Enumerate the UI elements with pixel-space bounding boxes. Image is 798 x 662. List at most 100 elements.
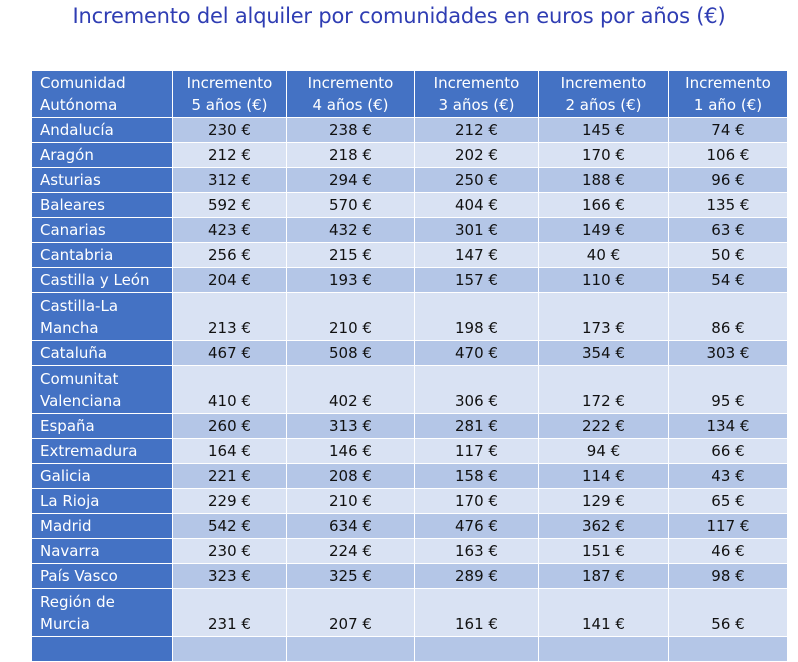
table-cell: 313 € [286,413,415,439]
table-row: Castilla-La Mancha 213 €210 €198 €173 €86… [31,292,788,341]
table-cell: 570 € [286,192,415,218]
header-text: Autónoma [40,96,118,114]
row-label: Región de Murcia [31,588,173,637]
table-cell: 210 € [286,488,415,514]
table-cell: 172 € [538,365,669,414]
table-cell: 46 € [668,538,788,564]
table-cell: 592 € [172,192,287,218]
header-text: Incremento [433,74,520,92]
table-cell: 210 € [286,292,415,341]
table-cell: 542 € [172,513,287,539]
column-header-incremento-3: Incremento 3 años (€) [414,70,539,118]
table-row: Navarra 230 €224 €163 €151 €46 € [31,538,788,564]
table-cell: 281 € [414,413,539,439]
table-cell: 260 € [172,413,287,439]
table-cell: 230 € [172,538,287,564]
header-text: Incremento [560,74,647,92]
table-cell: 161 € [414,588,539,637]
table-cell: 432 € [286,217,415,243]
table-row: Madrid 542 €634 €476 €362 €117 € [31,513,788,539]
table-cell [286,636,415,662]
table-cell: 238 € [286,117,415,143]
table-row: Baleares 592 €570 €404 €166 €135 € [31,192,788,218]
table-row: Cataluña 467 €508 €470 €354 €303 € [31,340,788,366]
table-cell: 86 € [668,292,788,341]
table-row: Extremadura 164 €146 €117 €94 €66 € [31,438,788,464]
column-header-incremento-2: Incremento 4 años (€) [286,70,415,118]
table-cell: 306 € [414,365,539,414]
table-cell: 224 € [286,538,415,564]
table-cell: 208 € [286,463,415,489]
table-row: La Rioja 229 €210 €170 €129 €65 € [31,488,788,514]
table-cell: 289 € [414,563,539,589]
table-cell: 410 € [172,365,287,414]
header-text: 3 años (€) [438,96,515,114]
table-cell: 294 € [286,167,415,193]
table-cell: 147 € [414,242,539,268]
row-label: España [31,413,173,439]
table-row: Galicia 221 €208 €158 €114 €43 € [31,463,788,489]
table-cell: 164 € [172,438,287,464]
table-cell [172,636,287,662]
table-row [31,636,788,662]
table-cell: 467 € [172,340,287,366]
header-text: Comunidad [40,74,126,92]
header-text: Incremento [186,74,273,92]
table-cell: 634 € [286,513,415,539]
row-label: Castilla y León [31,267,173,293]
table-row: Aragón 212 €218 €202 €170 €106 € [31,142,788,168]
header-text: 1 año (€) [693,96,763,114]
table-cell: 146 € [286,438,415,464]
header-text: 4 años (€) [312,96,389,114]
table-cell: 212 € [172,142,287,168]
table-row: Asturias 312 €294 €250 €188 €96 € [31,167,788,193]
table-cell: 114 € [538,463,669,489]
table-row: Comunitat Valenciana 410 €402 €306 €172 €… [31,365,788,414]
table-cell: 141 € [538,588,669,637]
header-text: 2 años (€) [565,96,642,114]
table-cell: 404 € [414,192,539,218]
table-cell: 230 € [172,117,287,143]
column-header-incremento-5: Incremento 1 año (€) [668,70,788,118]
table-cell: 158 € [414,463,539,489]
column-header-incremento-4: Incremento 2 años (€) [538,70,669,118]
table-cell: 157 € [414,267,539,293]
table-cell: 222 € [538,413,669,439]
row-label: Aragón [31,142,173,168]
table-cell: 94 € [538,438,669,464]
table-cell: 50 € [668,242,788,268]
table-cell: 170 € [414,488,539,514]
column-header-incremento-1: Incremento 5 años (€) [172,70,287,118]
table-cell: 250 € [414,167,539,193]
table-cell: 173 € [538,292,669,341]
header-text: Incremento [307,74,394,92]
table-cell: 40 € [538,242,669,268]
row-label: Canarias [31,217,173,243]
row-label: Galicia [31,463,173,489]
table-cell: 135 € [668,192,788,218]
table-cell: 325 € [286,563,415,589]
row-label: Asturias [31,167,173,193]
row-label: Castilla-La Mancha [31,292,173,341]
row-label: Cantabria [31,242,173,268]
table-cell [668,636,788,662]
table-cell: 312 € [172,167,287,193]
table-cell: 43 € [668,463,788,489]
table-cell: 110 € [538,267,669,293]
table-row: Andalucía 230 €238 €212 €145 €74 € [31,117,788,143]
table-cell [414,636,539,662]
table-cell: 74 € [668,117,788,143]
page-title: Incremento del alquiler por comunidades … [72,4,726,28]
table-cell: 221 € [172,463,287,489]
table-cell: 256 € [172,242,287,268]
table-cell: 117 € [668,513,788,539]
table-cell [538,636,669,662]
table-cell: 362 € [538,513,669,539]
table-cell: 149 € [538,217,669,243]
table-cell: 145 € [538,117,669,143]
table-cell: 229 € [172,488,287,514]
table-cell: 98 € [668,563,788,589]
row-label: Cataluña [31,340,173,366]
table-cell: 65 € [668,488,788,514]
table-cell: 423 € [172,217,287,243]
